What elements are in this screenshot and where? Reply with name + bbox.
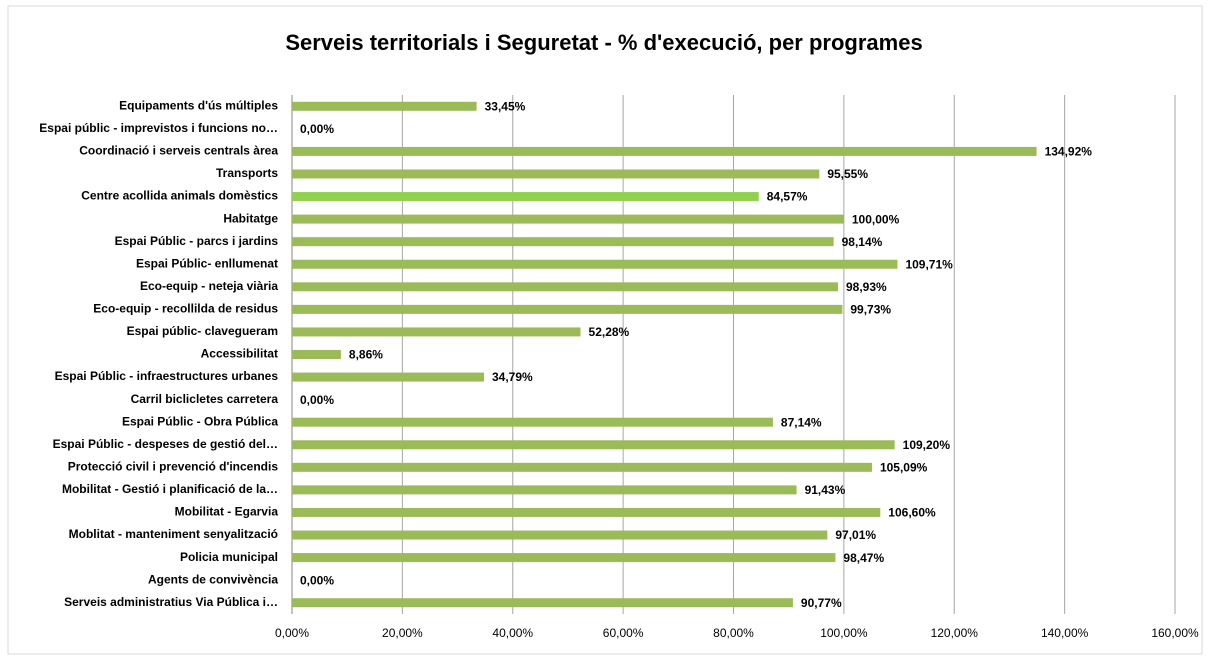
data-label: 100,00% [852,212,900,226]
bar [292,417,773,427]
y-tick-label: Coordinació i serveis centrals àrea [79,144,278,158]
x-tick-label: 100,00% [820,626,868,640]
y-tick-label: Carril biclicletes carretera [131,392,279,406]
data-label: 34,79% [492,370,533,384]
bar [292,237,834,247]
x-tick-label: 60,00% [603,626,644,640]
bar [292,214,844,224]
x-tick-label: 140,00% [1041,626,1089,640]
chart-frame [7,5,1203,655]
y-tick-label: Espai Públic - infraestructures urbanes [55,369,279,383]
bar [292,169,820,179]
y-tick-label: Espai Públic - Obra Pública [122,414,278,428]
x-tick-label: 80,00% [713,626,754,640]
bar [292,282,838,292]
chart-title: Serveis territorials i Seguretat - % d'e… [285,30,922,55]
y-tick-label: Accessibilitat [201,347,278,361]
x-tick-label: 160,00% [1151,626,1199,640]
y-tick-label: Equipaments d'ús múltiples [119,98,278,112]
bar [292,304,843,314]
y-tick-label: Protecció civil i prevenció d'incendis [68,459,279,473]
data-label: 109,20% [903,438,951,452]
bar [292,598,793,608]
data-label: 90,77% [801,596,842,610]
y-tick-label: Habitatge [223,211,278,225]
data-label: 97,01% [835,528,876,542]
data-label: 33,45% [485,99,526,113]
y-tick-label: Policia municipal [180,550,278,564]
bar [292,146,1037,156]
bar [292,485,797,495]
data-label: 52,28% [589,325,630,339]
y-tick-label: Agents de convivència [148,572,278,586]
bar [292,462,872,472]
y-tick-label: Espai Públic - despeses de gestió del… [53,437,278,451]
y-tick-label: Mobilitat - Egarvia [175,505,279,519]
data-label: 91,43% [805,483,846,497]
y-tick-label: Moblitat - manteniment senyalització [69,527,278,541]
y-tick-label: Mobilitat - Gestió i planificació de la… [62,482,278,496]
bar [292,192,759,202]
bar [292,101,477,111]
data-label: 106,60% [888,506,936,520]
y-tick-label: Transports [216,166,278,180]
x-tick-label: 120,00% [931,626,979,640]
data-label: 0,00% [300,122,334,136]
bar [292,259,898,269]
data-label: 109,71% [905,257,953,271]
bar [292,350,341,359]
bar [292,440,895,450]
data-label: 98,47% [843,551,884,565]
data-label: 98,93% [846,280,887,294]
x-tick-label: 20,00% [382,626,423,640]
y-tick-label: Espai públic - imprevistos i funcions no… [39,121,278,135]
y-tick-label: Eco-equip - neteja viària [140,279,278,293]
data-label: 87,14% [781,415,822,429]
data-label: 84,57% [767,190,808,204]
data-label: 0,00% [300,573,334,587]
data-label: 105,09% [880,460,928,474]
bar [292,530,828,540]
data-label: 95,55% [827,167,868,181]
x-tick-label: 40,00% [492,626,533,640]
y-tick-label: Centre acollida animals domèstics [81,189,278,203]
bar [292,553,836,563]
y-tick-label: Serveis administratius Via Pública i… [64,595,278,609]
bar [292,327,581,337]
y-tick-label: Espai Públic- enllumenat [136,256,278,270]
x-tick-label: 0,00% [275,626,309,640]
bar [292,372,484,382]
bar [292,507,881,517]
data-label: 98,14% [842,235,883,249]
y-tick-label: Espai públic- clavegueram [127,324,278,338]
data-label: 134,92% [1045,145,1093,159]
data-label: 99,73% [850,303,891,317]
y-tick-label: Espai Públic - parcs i jardins [115,234,279,248]
data-label: 0,00% [300,393,334,407]
data-label: 8,86% [349,348,383,362]
y-tick-label: Eco-equip - recollilda de residus [93,302,278,316]
